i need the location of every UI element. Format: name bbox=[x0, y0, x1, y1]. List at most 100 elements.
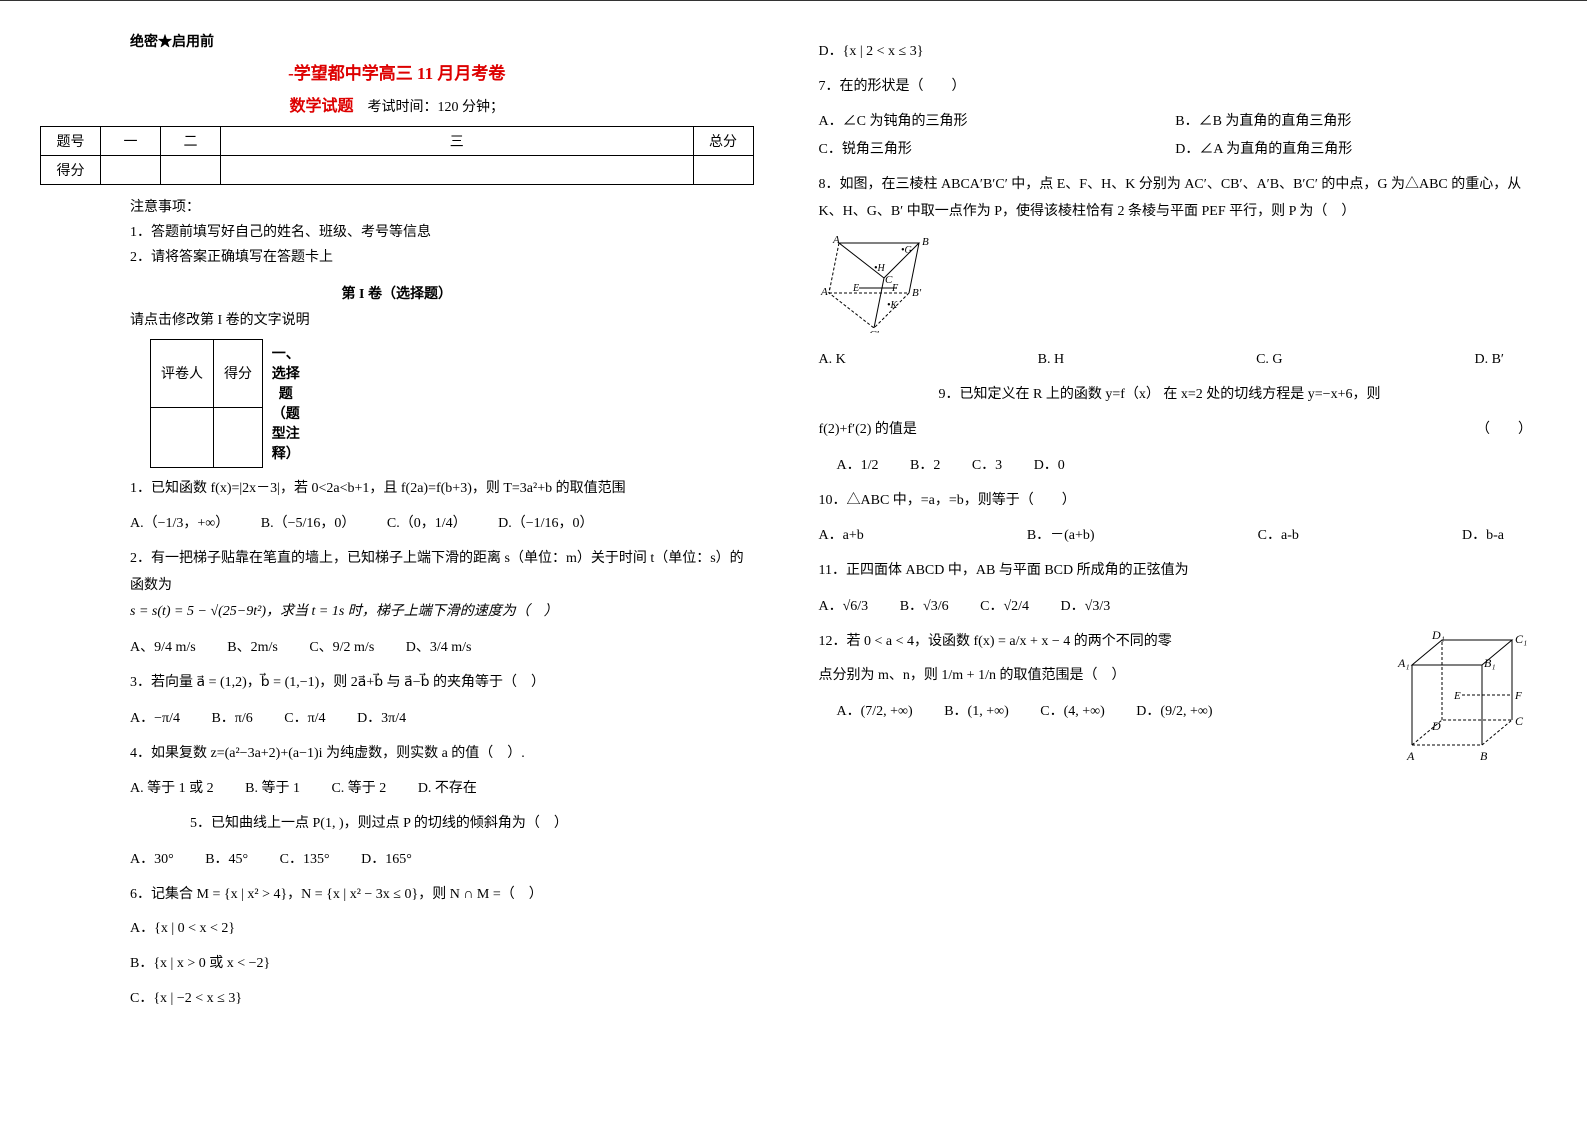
svg-text:E: E bbox=[1453, 690, 1461, 702]
q6d: D．{x | 2 < x ≤ 3} bbox=[819, 39, 1533, 66]
th-total: 总分 bbox=[693, 127, 753, 156]
section1-note: 请点击修改第 I 卷的文字说明 bbox=[130, 309, 754, 329]
svg-text:F: F bbox=[1514, 690, 1522, 702]
q9-opts: A．1/2 B．2 C．3 D．0 bbox=[837, 452, 1533, 480]
q7: 7．在的形状是（ ） bbox=[819, 74, 1533, 101]
q3c: C．π/4 bbox=[284, 705, 325, 733]
q5-opts: A．30° B．45° C．135° D．165° bbox=[130, 846, 754, 874]
q4d: D. 不存在 bbox=[418, 775, 477, 803]
q9a: A．1/2 bbox=[837, 452, 879, 480]
q11: 11．正四面体 ABCD 中，AB 与平面 BCD 所成角的正弦值为 bbox=[819, 558, 1533, 585]
q4c: C. 等于 2 bbox=[331, 775, 386, 803]
svg-text:A: A bbox=[832, 234, 840, 246]
q9b: B．2 bbox=[910, 452, 940, 480]
svg-text:•H: •H bbox=[874, 263, 886, 274]
grader-table: 评卷人 得分 一、选择 题（题型注释） bbox=[150, 339, 313, 468]
svg-text:A′: A′ bbox=[820, 286, 831, 298]
q4a: A. 等于 1 或 2 bbox=[130, 775, 214, 803]
q1a: A.（−1/3，+∞） bbox=[130, 510, 229, 538]
q5b: B．45° bbox=[205, 846, 248, 874]
q12c-opt: C．(4, +∞) bbox=[1040, 698, 1105, 726]
q9: 9．已知定义在 R 上的函数 y=f（x） 在 x=2 处的切线方程是 y=−x… bbox=[939, 382, 1533, 409]
subject-label: 数学试题 bbox=[289, 98, 353, 115]
svg-text:F: F bbox=[891, 283, 899, 294]
exam-title: -学望都中学高三 11 月月考卷 bbox=[40, 59, 754, 84]
q6a: A．{x | 0 < x < 2} bbox=[130, 916, 754, 943]
svg-text:B′: B′ bbox=[912, 287, 922, 299]
q6b: B．{x | x > 0 或 x < −2} bbox=[130, 951, 754, 978]
cell-1 bbox=[101, 156, 161, 185]
q10c: C．a-b bbox=[1258, 522, 1299, 550]
q12a-opt: A．(7/2, +∞) bbox=[837, 698, 913, 726]
cell-2 bbox=[161, 156, 221, 185]
cube-figure: A B C D A₁ B₁ C₁ D₁ E F bbox=[1382, 625, 1532, 780]
q1c: C.（0，1/4） bbox=[387, 510, 467, 538]
q9-paren: （ ） bbox=[1476, 417, 1532, 444]
q10a: A．a+b bbox=[819, 522, 864, 550]
q4-opts: A. 等于 1 或 2 B. 等于 1 C. 等于 2 D. 不存在 bbox=[130, 775, 754, 803]
q2: 2．有一把梯子贴靠在笔直的墙上，已知梯子上端下滑的距离 s（单位：m）关于时间 … bbox=[130, 546, 754, 626]
q1-opts: A.（−1/3，+∞） B.（−5/16，0） C.（0，1/4） D.（−1/… bbox=[130, 510, 754, 538]
q5a: A．30° bbox=[130, 846, 174, 874]
q12b: 点分别为 m、n，则 1/m + 1/n 的取值范围是（ ） bbox=[819, 663, 1373, 690]
q9d: D．0 bbox=[1034, 452, 1065, 480]
q5d: D．165° bbox=[361, 846, 412, 874]
cell-total bbox=[693, 156, 753, 185]
q8b: B. H bbox=[1038, 346, 1064, 374]
notes-block: 注意事项： 1．答题前填写好自己的姓名、班级、考号等信息 2．请将答案正确填写在… bbox=[130, 195, 754, 271]
q2d: D、3/4 m/s bbox=[406, 634, 472, 662]
q12b-opt: B．(1, +∞) bbox=[944, 698, 1009, 726]
secret-header: 绝密★启用前 bbox=[130, 31, 754, 51]
q3-opts: A．−π/4 B．π/6 C．π/4 D．3π/4 bbox=[130, 705, 754, 733]
q11-opts: A．√6/3 B．√3/6 C．√2/4 D．√3/3 bbox=[819, 593, 1533, 621]
q6: 6．记集合 M = {x | x² > 4}，N = {x | x² − 3x … bbox=[130, 882, 754, 909]
q10b: B．－(a+b) bbox=[1027, 522, 1095, 550]
q8-opts: A. K B. H C. G D. B′ bbox=[819, 346, 1533, 374]
q7a: A．∠C 为钝角的三角形 bbox=[819, 108, 1148, 136]
section1-title: 第 I 卷（选择题） bbox=[40, 283, 754, 303]
q11a: A．√6/3 bbox=[819, 593, 869, 621]
q7c: C．锐角三角形 bbox=[819, 136, 1148, 164]
svg-text:C: C bbox=[1515, 714, 1524, 728]
row-label: 得分 bbox=[41, 156, 101, 185]
th-2: 二 bbox=[161, 127, 221, 156]
q12-opts: A．(7/2, +∞) B．(1, +∞) C．(4, +∞) D．(9/2, … bbox=[837, 698, 1373, 726]
q8: 8．如图，在三棱柱 ABCA′B′C′ 中，点 E、F、H、K 分别为 AC′、… bbox=[819, 172, 1533, 225]
q2c: C、9/2 m/s bbox=[309, 634, 374, 662]
svg-text:B₁: B₁ bbox=[1484, 656, 1496, 670]
q5: 5．已知曲线上一点 P(1, )，则过点 P 的切线的倾斜角为（ ） bbox=[190, 811, 754, 838]
note-2: 2．请将答案正确填写在答题卡上 bbox=[130, 245, 754, 270]
svg-text:•G: •G bbox=[901, 245, 912, 256]
q6c: C．{x | −2 < x ≤ 3} bbox=[130, 986, 754, 1013]
q2a: A、9/4 m/s bbox=[130, 634, 196, 662]
svg-text:A: A bbox=[1406, 749, 1415, 763]
q12a: 12．若 0 < a < 4，设函数 f(x) = a/x + x − 4 的两… bbox=[819, 629, 1373, 656]
q8a: A. K bbox=[819, 346, 846, 374]
svg-text:A₁: A₁ bbox=[1397, 656, 1410, 670]
q7d: D．∠A 为直角的直角三角形 bbox=[1175, 136, 1504, 164]
q2-text: 2．有一把梯子贴靠在笔直的墙上，已知梯子上端下滑的距离 s（单位：m）关于时间 … bbox=[130, 551, 744, 593]
q3d: D．3π/4 bbox=[357, 705, 406, 733]
q3b: B．π/6 bbox=[211, 705, 252, 733]
q3a: A．−π/4 bbox=[130, 705, 180, 733]
cell-3 bbox=[221, 156, 694, 185]
q3: 3．若向量 a⃗ = (1,2)，b⃗ = (1,−1)，则 2a⃗+b⃗ 与 … bbox=[130, 670, 754, 697]
svg-text:C′: C′ bbox=[869, 329, 879, 333]
svg-text:D₁: D₁ bbox=[1431, 628, 1445, 642]
score-table: 题号 一 二 三 总分 得分 bbox=[40, 126, 754, 185]
q10: 10．△ABC 中，=a，=b，则等于（ ） bbox=[819, 488, 1533, 515]
grader-c2 bbox=[214, 408, 263, 467]
q11b: B．√3/6 bbox=[900, 593, 949, 621]
q4b: B. 等于 1 bbox=[245, 775, 300, 803]
q4: 4．如果复数 z=(a²−3a+2)+(a−1)i 为纯虚数，则实数 a 的值（… bbox=[130, 741, 754, 768]
svg-text:D: D bbox=[1431, 719, 1441, 733]
q8c: C. G bbox=[1256, 346, 1282, 374]
q8d: D. B′ bbox=[1474, 346, 1504, 374]
q1: 1．已知函数 f(x)=|2x－3|，若 0<2a<b+1，且 f(2a)=f(… bbox=[130, 476, 754, 503]
th-label: 题号 bbox=[41, 127, 101, 156]
grader-c1 bbox=[151, 408, 214, 467]
q2-opts: A、9/4 m/s B、2m/s C、9/2 m/s D、3/4 m/s bbox=[130, 634, 754, 662]
svg-text:B: B bbox=[922, 236, 929, 248]
svg-text:•K: •K bbox=[887, 300, 899, 311]
svg-text:B: B bbox=[1480, 749, 1488, 763]
